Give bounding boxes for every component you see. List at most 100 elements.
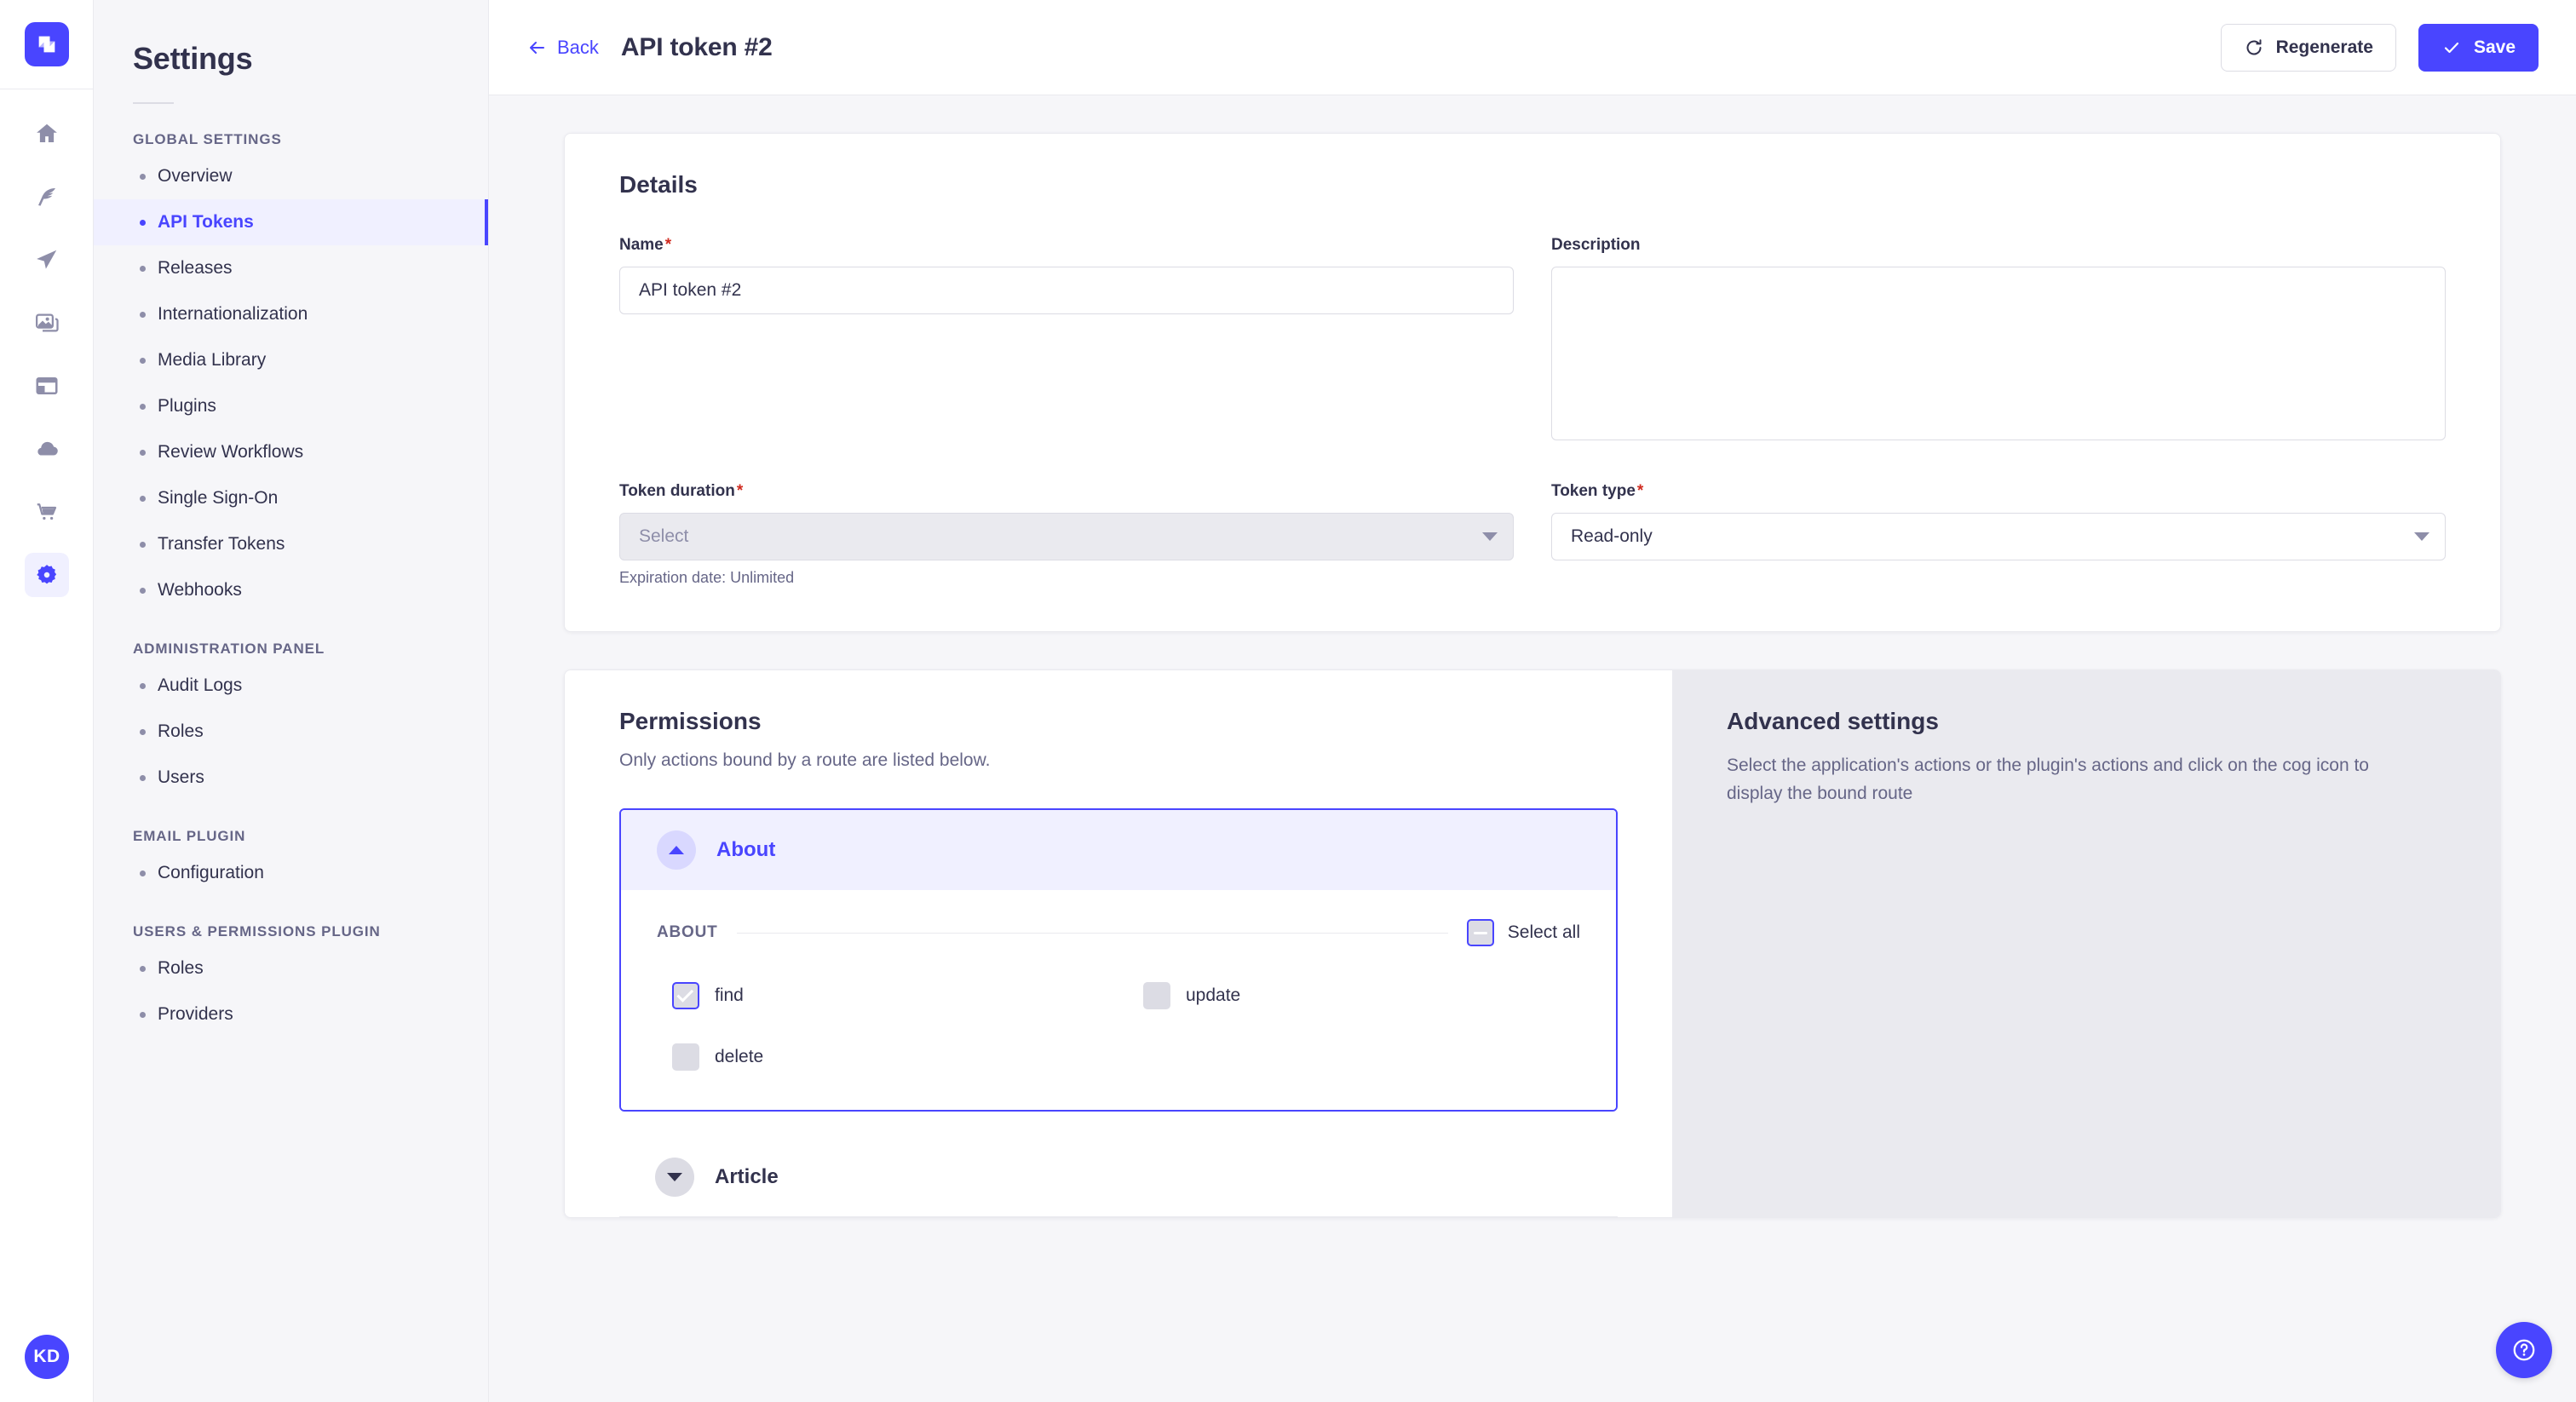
sidebar-item-media-library[interactable]: Media Library <box>94 337 488 383</box>
accordion-about: About ABOUT Select all <box>619 808 1618 1112</box>
sidebar-item-internationalization[interactable]: Internationalization <box>94 291 488 337</box>
home-icon[interactable] <box>25 112 69 156</box>
action-find[interactable]: find <box>672 982 1109 1009</box>
layout-icon[interactable] <box>25 364 69 408</box>
permissions-panel: Permissions Only actions bound by a rout… <box>565 670 1672 1217</box>
token-type-label-text: Token type <box>1551 482 1636 500</box>
sidebar-item-single-sign-on[interactable]: Single Sign-On <box>94 475 488 521</box>
bullet-icon <box>140 774 146 781</box>
details-grid-row-1: Name* Description <box>619 198 2446 445</box>
sidebar-item-label: Roles <box>158 958 204 978</box>
strapi-logo-icon[interactable] <box>24 22 69 66</box>
check-icon <box>2444 42 2459 53</box>
main-area: Back API token #2 Regenerate Save <box>489 0 2576 1402</box>
triangle-up <box>669 846 684 854</box>
update-checkbox[interactable] <box>1143 982 1170 1009</box>
cloud-icon[interactable] <box>25 427 69 471</box>
paper-plane-icon[interactable] <box>25 238 69 282</box>
select-all-control[interactable]: Select all <box>1466 919 1580 946</box>
feather-icon[interactable] <box>25 175 69 219</box>
description-textarea[interactable] <box>1551 267 2446 440</box>
details-card: Details Name* Description <box>564 133 2501 632</box>
sidebar-item-plugins[interactable]: Plugins <box>94 383 488 429</box>
bullet-icon <box>140 311 146 318</box>
advanced-settings-panel: Advanced settings Select the application… <box>1672 670 2500 1217</box>
sidebar-item-label: Internationalization <box>158 304 308 324</box>
subcategory-row: ABOUT Select all <box>657 890 1580 946</box>
action-update[interactable]: update <box>1143 982 1580 1009</box>
accordion-about-body: ABOUT Select all find <box>621 890 1616 1110</box>
save-button[interactable]: Save <box>2418 23 2539 72</box>
regenerate-label: Regenerate <box>2275 37 2373 57</box>
shopping-cart-icon[interactable] <box>25 490 69 534</box>
chevron-down-icon[interactable] <box>655 1157 694 1197</box>
nav-group-users-permissions-plugin: USERS & PERMISSIONS PLUGIN Roles Provide… <box>94 896 488 1037</box>
accordion-article-header[interactable]: Article <box>619 1137 1618 1217</box>
images-icon[interactable] <box>25 301 69 345</box>
refresh-icon <box>2246 38 2262 55</box>
name-label: Name * <box>619 236 1514 255</box>
sidebar-item-label: Providers <box>158 1004 233 1024</box>
indeterminate-dash-icon <box>1473 931 1487 934</box>
token-duration-field-group: Token duration * Select Expiration date: … <box>619 482 1514 587</box>
sidebar-item-label: Review Workflows <box>158 442 304 462</box>
name-input[interactable] <box>619 267 1514 314</box>
find-checkbox[interactable] <box>672 982 699 1009</box>
sidebar-item-overview[interactable]: Overview <box>94 153 488 199</box>
bullet-icon <box>140 173 146 180</box>
sidebar-item-audit-logs[interactable]: Audit Logs <box>94 663 488 709</box>
action-label: delete <box>715 1047 764 1066</box>
save-label: Save <box>2473 37 2516 57</box>
avatar[interactable]: KD <box>25 1335 69 1379</box>
help-button[interactable] <box>2496 1322 2552 1378</box>
action-delete[interactable]: delete <box>672 1043 1109 1071</box>
accordion-about-header[interactable]: About <box>621 810 1616 890</box>
required-asterisk: * <box>664 236 672 254</box>
bullet-icon <box>140 265 146 272</box>
back-button[interactable]: Back <box>526 37 599 59</box>
accordion-article: Article <box>619 1137 1618 1217</box>
sidebar-item-review-workflows[interactable]: Review Workflows <box>94 429 488 475</box>
chevron-down-icon <box>1482 532 1498 541</box>
sidebar-item-users[interactable]: Users <box>94 755 488 801</box>
sidebar-item-label: Media Library <box>158 350 267 370</box>
select-all-checkbox[interactable] <box>1466 919 1494 946</box>
accordion-about-label: About <box>716 838 776 861</box>
sidebar-item-webhooks[interactable]: Webhooks <box>94 567 488 613</box>
arrow-left-icon <box>530 41 544 54</box>
name-label-text: Name <box>619 236 664 254</box>
nav-group-label: USERS & PERMISSIONS PLUGIN <box>133 923 381 939</box>
chevron-up-icon[interactable] <box>657 830 696 870</box>
sidebar-item-api-tokens[interactable]: API Tokens <box>94 199 488 245</box>
token-type-select[interactable]: Read-only <box>1551 513 2446 560</box>
description-label: Description <box>1551 236 1641 254</box>
advanced-settings-text: Select the application's actions or the … <box>1727 756 2369 803</box>
sidebar-item-providers[interactable]: Providers <box>94 991 488 1037</box>
bullet-icon <box>140 1011 146 1018</box>
sidebar-item-configuration[interactable]: Configuration <box>94 850 488 896</box>
action-label: update <box>1186 985 1241 1005</box>
gear-icon[interactable] <box>24 553 69 597</box>
sidebar-item-roles-admin[interactable]: Roles <box>94 709 488 755</box>
delete-checkbox[interactable] <box>672 1043 699 1071</box>
subcategory-label: ABOUT <box>657 923 718 941</box>
token-type-value: Read-only <box>1571 526 1653 546</box>
sidebar-item-releases[interactable]: Releases <box>94 245 488 291</box>
sidebar-item-transfer-tokens[interactable]: Transfer Tokens <box>94 521 488 567</box>
permissions-subtitle: Only actions bound by a route are listed… <box>619 750 991 770</box>
select-all-label: Select all <box>1507 922 1580 942</box>
sidebar-item-label: Plugins <box>158 396 216 416</box>
triangle-down <box>667 1172 682 1181</box>
bullet-icon <box>140 219 146 226</box>
token-duration-select[interactable]: Select <box>619 513 1514 560</box>
permissions-card: Permissions Only actions bound by a rout… <box>564 669 2501 1218</box>
token-type-label: Token type * <box>1551 482 2446 501</box>
actions-grid: find update delete <box>657 946 1580 1088</box>
bullet-icon <box>140 728 146 735</box>
bullet-icon <box>140 965 146 972</box>
nav-group-label: ADMINISTRATION PANEL <box>133 641 325 657</box>
sidebar-item-label: Single Sign-On <box>158 488 279 508</box>
regenerate-button[interactable]: Regenerate <box>2220 23 2396 72</box>
sidebar-item-roles-up[interactable]: Roles <box>94 945 488 991</box>
advanced-settings-title: Advanced settings <box>1727 708 1939 734</box>
